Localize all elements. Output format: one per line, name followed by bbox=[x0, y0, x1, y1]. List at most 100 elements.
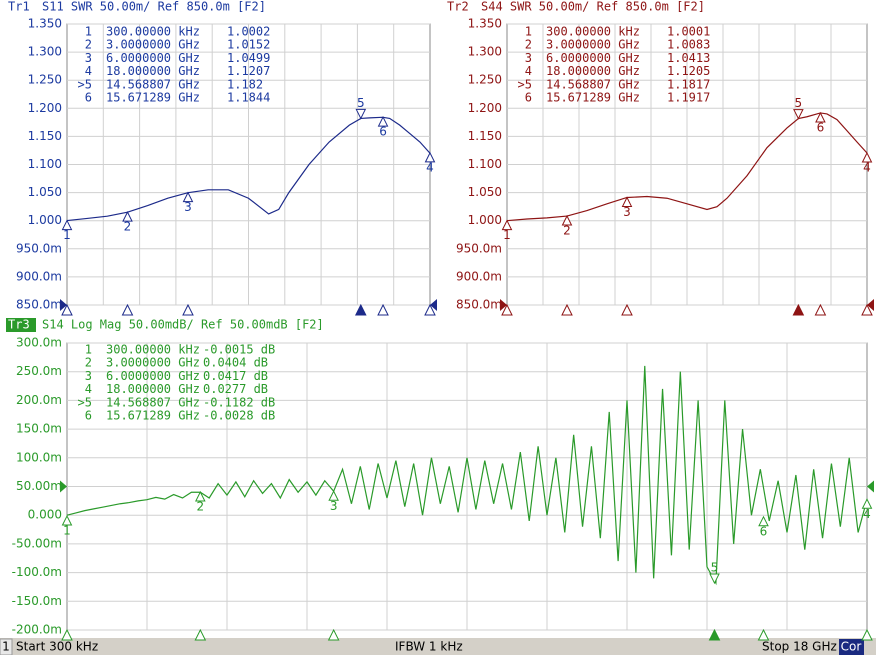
marker-indicator bbox=[757, 628, 770, 641]
table-stimulus: 18.000000 GHz bbox=[106, 382, 200, 396]
table-stimulus: 15.671289 GHz bbox=[106, 409, 200, 423]
marker bbox=[815, 111, 826, 123]
marker bbox=[758, 515, 769, 527]
y-tick-label: 950.0m bbox=[16, 241, 62, 255]
table-value: 1.0499 bbox=[227, 51, 270, 65]
y-tick-label: 850.0m bbox=[456, 298, 502, 312]
trace-line bbox=[506, 112, 868, 222]
trace-name: Tr3 bbox=[8, 318, 30, 332]
y-tick-label: 0.000 bbox=[28, 508, 62, 522]
table-value: 1.0152 bbox=[227, 38, 270, 52]
table-value: 1.0083 bbox=[667, 38, 710, 52]
ref-arrow bbox=[867, 299, 874, 311]
table-marker-id: 6 bbox=[525, 91, 532, 105]
y-tick-label: 850.0m bbox=[16, 298, 62, 312]
y-tick-label: -150.0m bbox=[12, 594, 62, 608]
y-tick-label: 1.350 bbox=[28, 17, 62, 31]
channel-number: 1 bbox=[2, 640, 10, 654]
table-stimulus: 3.0000000 GHz bbox=[106, 356, 200, 370]
marker-indicator bbox=[182, 303, 194, 316]
marker bbox=[122, 211, 133, 222]
y-tick-label: 1.150 bbox=[28, 129, 62, 143]
y-tick-label: 900.0m bbox=[16, 269, 62, 283]
table-stimulus: 6.0000000 GHz bbox=[106, 51, 200, 65]
marker-indicator bbox=[194, 628, 207, 641]
table-stimulus: 3.0000000 GHz bbox=[546, 38, 640, 52]
y-tick-label: 1.300 bbox=[468, 45, 502, 59]
table-marker-id: 1 bbox=[525, 25, 532, 39]
trace-line bbox=[66, 116, 431, 222]
marker-label: 4 bbox=[426, 160, 434, 174]
trace-title: S11 SWR 50.00m/ Ref 850.0m [F2] bbox=[42, 0, 266, 14]
correction: Cor bbox=[841, 640, 862, 654]
trace-title: S44 SWR 50.00m/ Ref 850.0m [F2] bbox=[481, 0, 705, 14]
y-tick-label: 150.0m bbox=[16, 422, 62, 436]
marker-indicator bbox=[814, 303, 827, 316]
table-marker-id: 6 bbox=[85, 409, 92, 423]
marker-label: 1 bbox=[63, 524, 71, 538]
table-marker-id: 2 bbox=[85, 38, 92, 52]
marker-label: 5 bbox=[795, 96, 803, 110]
y-tick-label: 250.0m bbox=[16, 364, 62, 378]
table-marker-id: 4 bbox=[85, 64, 92, 78]
marker bbox=[377, 115, 389, 127]
marker-label: 5 bbox=[711, 561, 719, 575]
marker-label: 2 bbox=[124, 220, 132, 234]
start-frequency: Start 300 kHz bbox=[16, 640, 98, 654]
table-marker-id: 3 bbox=[85, 51, 92, 65]
marker bbox=[355, 108, 367, 120]
y-tick-label: -200.0m bbox=[12, 623, 62, 637]
table-value: 1.1844 bbox=[227, 91, 270, 105]
marker bbox=[61, 219, 73, 231]
status-bar bbox=[0, 638, 876, 655]
table-marker-id: >5 bbox=[78, 77, 92, 91]
marker bbox=[328, 490, 339, 501]
marker-label: 2 bbox=[197, 500, 205, 514]
table-marker-id: >5 bbox=[78, 395, 92, 409]
table-stimulus: 6.0000000 GHz bbox=[546, 51, 640, 65]
table-stimulus: 18.000000 GHz bbox=[106, 64, 200, 78]
marker-indicator bbox=[621, 303, 633, 316]
y-tick-label: 1.250 bbox=[468, 73, 502, 87]
table-value: 0.0417 dB bbox=[203, 369, 268, 383]
marker-label: 3 bbox=[184, 200, 192, 214]
table-marker-id: 4 bbox=[85, 382, 92, 396]
marker-indicator bbox=[861, 303, 873, 316]
table-stimulus: 6.0000000 GHz bbox=[106, 369, 200, 383]
y-tick-label: 1.100 bbox=[28, 157, 62, 171]
ref-arrow bbox=[60, 299, 67, 311]
marker bbox=[424, 151, 436, 163]
table-value: 1.0001 bbox=[667, 25, 710, 39]
trace-highlight bbox=[6, 318, 36, 332]
table-stimulus: 15.671289 GHz bbox=[106, 91, 200, 105]
table-stimulus: 15.671289 GHz bbox=[546, 91, 640, 105]
marker bbox=[621, 196, 633, 207]
table-marker-id: 2 bbox=[85, 356, 92, 370]
ref-arrow bbox=[867, 480, 874, 493]
marker-label: 6 bbox=[817, 120, 825, 134]
ref-arrow bbox=[430, 299, 437, 311]
marker-label: 4 bbox=[863, 160, 871, 174]
marker-label: 1 bbox=[503, 228, 511, 242]
table-value: -0.1182 dB bbox=[203, 395, 275, 409]
marker bbox=[195, 490, 206, 502]
table-stimulus: 3.0000000 GHz bbox=[106, 38, 200, 52]
channel-box bbox=[0, 638, 13, 655]
marker-label: 4 bbox=[863, 507, 871, 521]
marker bbox=[861, 498, 873, 509]
marker bbox=[501, 219, 513, 231]
table-value: 1.182 bbox=[227, 77, 263, 91]
trace-title: S14 Log Mag 50.00mdB/ Ref 50.00mdB [F2] bbox=[42, 318, 324, 332]
y-tick-label: 300.0m bbox=[16, 336, 62, 350]
table-marker-id: 2 bbox=[525, 38, 532, 52]
marker-indicator bbox=[377, 303, 389, 316]
table-marker-id: 3 bbox=[525, 51, 532, 65]
y-tick-label: 1.000 bbox=[28, 213, 62, 227]
table-stimulus: 14.568807 GHz bbox=[546, 77, 640, 91]
table-stimulus: 300.00000 kHz bbox=[546, 25, 640, 39]
marker-indicator bbox=[61, 628, 73, 641]
ifbw: IFBW 1 kHz bbox=[395, 640, 463, 654]
table-marker-id: 6 bbox=[85, 91, 92, 105]
y-tick-label: 200.0m bbox=[16, 393, 62, 407]
marker bbox=[61, 514, 73, 526]
